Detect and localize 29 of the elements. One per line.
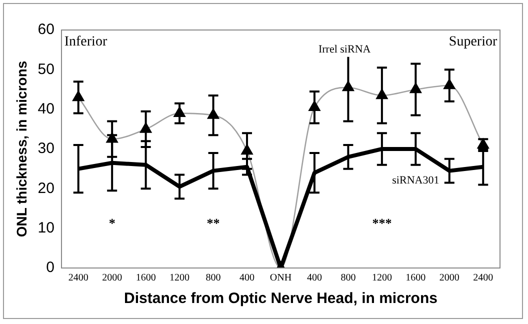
- x-tick-label: 1200: [170, 272, 190, 284]
- y-tick-label: 60: [38, 21, 54, 38]
- series-label: siRNA301: [392, 174, 440, 187]
- y-tick-label: 10: [38, 219, 54, 236]
- x-tick-label: 2000: [102, 272, 122, 284]
- annotation: **: [206, 216, 220, 231]
- y-axis-title: ONL thickness, in microns: [13, 60, 30, 238]
- x-tick-label: 2400: [473, 272, 494, 284]
- x-tick-label: 1600: [136, 272, 156, 284]
- annotation: Inferior: [64, 34, 108, 50]
- y-tick-label: 50: [38, 60, 54, 78]
- y-tick-label: 20: [38, 180, 54, 197]
- x-tick-label: 2400: [68, 272, 88, 284]
- annotation: *: [108, 216, 116, 231]
- x-tick-label: 1200: [372, 272, 392, 284]
- annotation: Superior: [448, 34, 498, 50]
- x-tick-label: 1600: [406, 272, 426, 284]
- y-tick-label: 0: [46, 259, 54, 276]
- x-tick-label: 400: [240, 272, 255, 284]
- text: Irrel siRNA: [318, 44, 371, 56]
- x-tick-label: 800: [340, 272, 356, 284]
- x-tick-label: 2000: [439, 272, 460, 284]
- y-tick-label: 30: [38, 140, 54, 158]
- x-tick-label: 800: [206, 272, 221, 284]
- x-axis-title: Distance from Optic Nerve Head, in microns: [124, 290, 438, 308]
- x-tick-label: 400: [306, 272, 322, 284]
- annotation: ***: [372, 216, 392, 231]
- y-tick-label: 40: [38, 100, 54, 118]
- x-tick-label: ONH: [270, 272, 292, 284]
